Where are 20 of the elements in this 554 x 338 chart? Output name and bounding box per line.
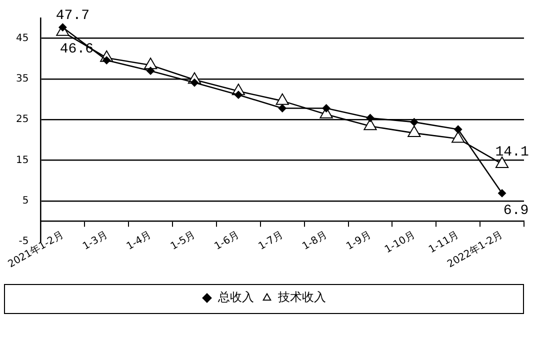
x-tick-label: 1-9月 — [344, 230, 374, 252]
x-tick-label: 1-3月 — [81, 230, 110, 252]
data-label: 14.1 — [495, 144, 529, 161]
x-tick-label: 1-6月 — [212, 230, 242, 252]
y-tick-label: 5 — [22, 196, 29, 207]
y-tick-label: 25 — [16, 114, 29, 126]
legend-label: 技术收入 — [277, 290, 326, 304]
x-tick-label: 1-10月 — [383, 230, 417, 256]
y-tick-label: 15 — [16, 154, 29, 166]
y-tick-label: -5 — [18, 236, 29, 248]
x-tick-label: 1-7月 — [256, 230, 286, 252]
legend-label: 总收入 — [217, 290, 254, 304]
x-tick-label: 1-8月 — [300, 230, 330, 252]
data-label: 6.9 — [503, 202, 529, 219]
data-label: 47.7 — [56, 8, 90, 24]
x-tick-label: 1-5月 — [168, 230, 198, 252]
data-label: 46.6 — [60, 42, 94, 58]
y-tick-label: 45 — [16, 32, 29, 44]
y-tick-label: 35 — [16, 74, 29, 85]
x-tick-label: 1-4月 — [125, 230, 154, 252]
